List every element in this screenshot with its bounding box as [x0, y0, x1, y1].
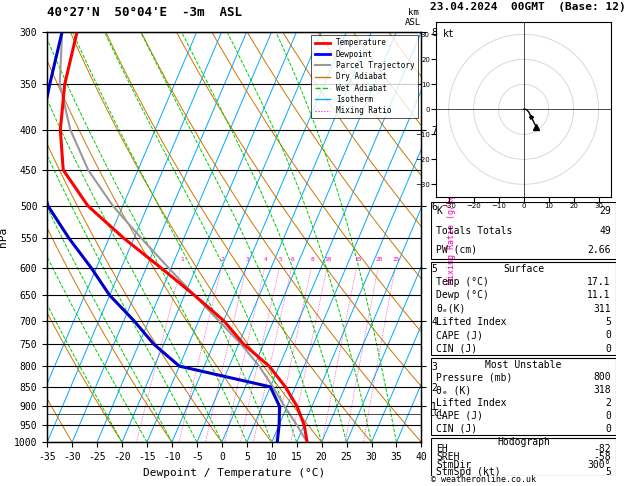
Text: 20: 20: [376, 257, 383, 262]
Text: θₑ (K): θₑ (K): [437, 385, 472, 395]
Text: 2.66: 2.66: [587, 245, 611, 255]
Text: θₑ(K): θₑ(K): [437, 304, 466, 314]
Text: SREH: SREH: [437, 452, 460, 462]
Text: 311: 311: [593, 304, 611, 314]
Text: CAPE (J): CAPE (J): [437, 330, 484, 341]
Text: 6: 6: [291, 257, 295, 262]
Text: StmSpd (kt): StmSpd (kt): [437, 468, 501, 477]
Text: 5: 5: [279, 257, 282, 262]
Text: Dewp (°C): Dewp (°C): [437, 291, 489, 300]
Text: 17.1: 17.1: [587, 277, 611, 287]
Text: K: K: [437, 206, 442, 216]
Text: 2: 2: [605, 398, 611, 408]
Text: © weatheronline.co.uk: © weatheronline.co.uk: [431, 474, 536, 484]
Text: 318: 318: [593, 385, 611, 395]
Text: 3: 3: [246, 257, 250, 262]
Text: Lifted Index: Lifted Index: [437, 317, 507, 327]
Text: 0: 0: [605, 344, 611, 354]
Text: 5: 5: [605, 317, 611, 327]
Bar: [431, 438, 616, 476]
Text: kt: kt: [443, 29, 455, 39]
Text: Surface: Surface: [503, 264, 544, 274]
Text: EH: EH: [437, 444, 448, 454]
Text: 25: 25: [392, 257, 400, 262]
Text: 300°: 300°: [587, 460, 611, 470]
Text: km
ASL: km ASL: [405, 8, 421, 28]
Text: CIN (J): CIN (J): [437, 344, 477, 354]
Text: 10: 10: [325, 257, 332, 262]
Bar: [431, 262, 616, 355]
Text: StmDir: StmDir: [437, 460, 472, 470]
Text: 40°27'N  50°04'E  -3m  ASL: 40°27'N 50°04'E -3m ASL: [47, 6, 242, 19]
Text: CAPE (J): CAPE (J): [437, 411, 484, 421]
Text: 8: 8: [311, 257, 314, 262]
Text: 0: 0: [605, 411, 611, 421]
Text: 0: 0: [605, 424, 611, 434]
Text: 5: 5: [605, 468, 611, 477]
Text: 800: 800: [593, 372, 611, 382]
Y-axis label: hPa: hPa: [0, 227, 8, 247]
Text: 1: 1: [181, 257, 184, 262]
Text: LCL: LCL: [429, 409, 444, 418]
Text: CIN (J): CIN (J): [437, 424, 477, 434]
Text: 4: 4: [264, 257, 268, 262]
Text: Pressure (mb): Pressure (mb): [437, 372, 513, 382]
Text: 11.1: 11.1: [587, 291, 611, 300]
Text: Lifted Index: Lifted Index: [437, 398, 507, 408]
Text: 29: 29: [599, 206, 611, 216]
Text: Temp (°C): Temp (°C): [437, 277, 489, 287]
X-axis label: Dewpoint / Temperature (°C): Dewpoint / Temperature (°C): [143, 468, 325, 478]
Text: Mixing Ratio (g/kg): Mixing Ratio (g/kg): [447, 190, 456, 284]
Text: 2: 2: [221, 257, 225, 262]
Legend: Temperature, Dewpoint, Parcel Trajectory, Dry Adiabat, Wet Adiabat, Isotherm, Mi: Temperature, Dewpoint, Parcel Trajectory…: [311, 35, 418, 118]
Bar: [431, 358, 616, 435]
Text: -58: -58: [593, 452, 611, 462]
Text: Hodograph: Hodograph: [497, 437, 550, 447]
Text: 0: 0: [605, 330, 611, 341]
Text: Most Unstable: Most Unstable: [486, 360, 562, 370]
Text: 49: 49: [599, 226, 611, 236]
Bar: [431, 202, 616, 260]
Text: 23.04.2024  00GMT  (Base: 12): 23.04.2024 00GMT (Base: 12): [430, 2, 625, 12]
Text: 15: 15: [354, 257, 361, 262]
Text: Totals Totals: Totals Totals: [437, 226, 513, 236]
Text: PW (cm): PW (cm): [437, 245, 477, 255]
Text: -82: -82: [593, 444, 611, 454]
